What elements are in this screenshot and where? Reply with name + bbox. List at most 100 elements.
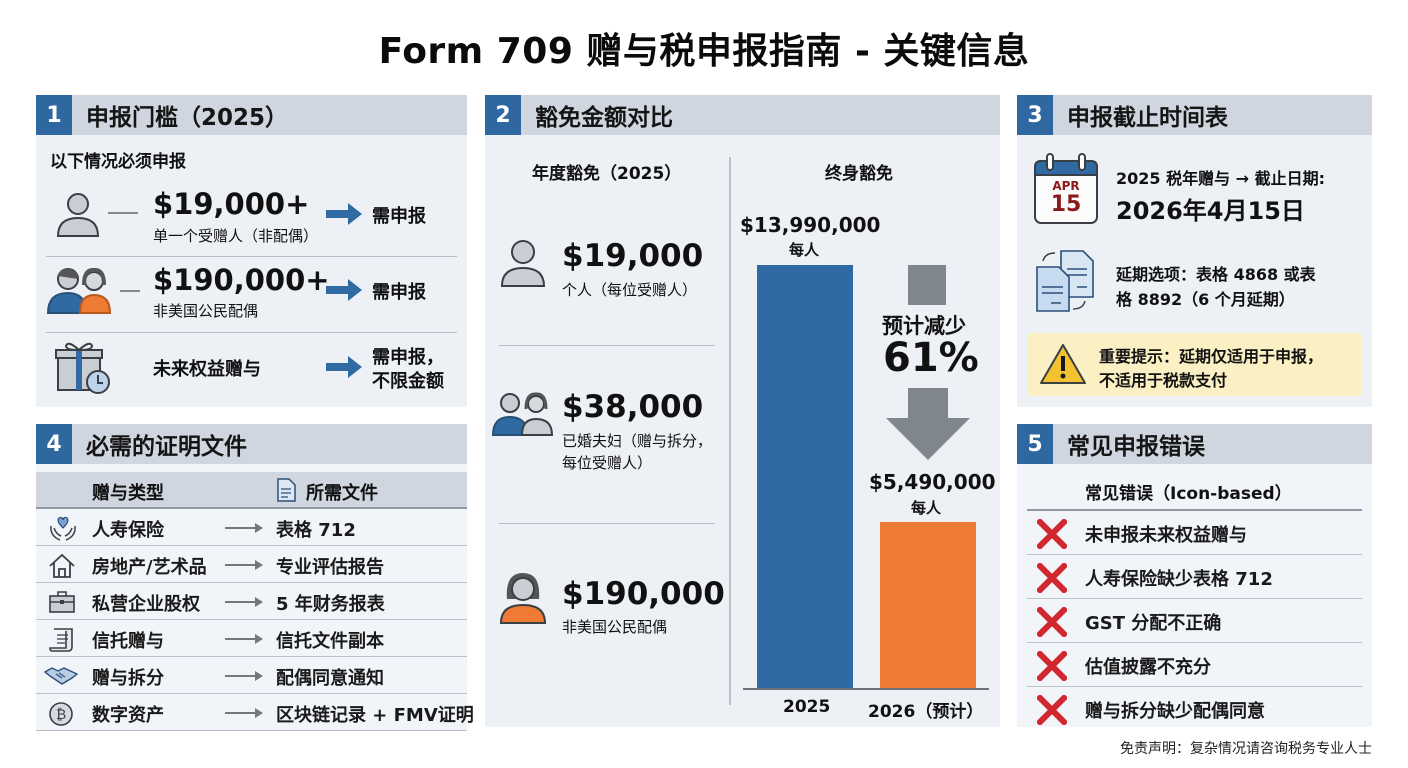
section-number: 5 [1017,424,1053,464]
result-label: 需申报 [372,282,426,303]
red-x-icon [1037,563,1067,593]
gift-clock-icon [54,340,114,396]
divider [46,332,457,333]
reduction-percent: 61% [883,335,979,381]
panel-filing-deadline: 3 申报截止时间表 APR 15 2025 税年赠与 → 截止日期: 2026年… [1017,95,1372,407]
couple-icon [492,391,554,437]
arrow-icon [108,212,138,214]
arrow-icon [225,708,263,718]
blue-arrow-icon [326,356,362,378]
panel-filing-threshold: 1 申报门槛（2025） 以下情况必须申报 $19,000+ 单一个受赠人（非配… [36,95,467,407]
section-number: 4 [36,424,72,464]
result-label: 不限金额 [372,371,444,392]
annual-amount: $38,000 [562,389,704,425]
panel-header: 4 必需的证明文件 [36,424,467,464]
panel-header: 5 常见申报错误 [1017,424,1372,464]
error-item: 赠与拆分缺少配偶同意 [1027,687,1362,731]
blue-arrow-icon [326,203,362,225]
error-item: GST 分配不正确 [1027,599,1362,643]
bar-label-2025: $13,990,000 [740,213,881,237]
result-label: 需申报， [372,347,444,368]
table-row: 信托赠与 信托文件副本 [36,621,467,657]
arrow-icon [225,634,263,644]
down-arrow-icon [886,388,970,460]
required-doc: 信托文件副本 [276,631,384,652]
section-number: 3 [1017,95,1053,135]
table-header: 赠与类型 所需文件 [36,472,467,509]
warning-text: 重要提示：延期仅适用于申报， [1099,347,1324,366]
error-text: 赠与拆分缺少配偶同意 [1085,701,1265,722]
bar-2026 [880,522,976,688]
table-row: ₿ 数字资产 区块链记录 + FMV证明 [36,695,474,731]
heart-hands-icon [48,516,76,541]
calendar-day: 15 [1050,192,1082,217]
divider [499,523,715,524]
required-doc: 区块链记录 + FMV证明 [276,705,474,726]
warning-icon [1039,343,1087,385]
bar-sublabel-2025: 每人 [789,241,820,259]
required-doc: 专业评估报告 [276,557,384,578]
error-item: 估值披露不充分 [1027,643,1362,687]
panel-exemption-comparison: 2 豁免金额对比 年度豁免（2025） 终身豁免 $19,000 个人（每位受赠… [485,95,1000,727]
section-title: 必需的证明文件 [86,434,247,460]
deadline-date: 2026年4月15日 [1116,197,1305,225]
arrow-icon [225,597,263,607]
gift-type: 数字资产 [92,705,164,726]
red-x-icon [1037,519,1067,549]
woman-icon [499,569,547,625]
panel-header: 1 申报门槛（2025） [36,95,467,135]
extension-forms-icon [1033,247,1099,313]
required-doc: 表格 712 [276,520,356,541]
threshold-desc: 非美国公民配偶 [153,302,259,320]
required-doc: 配偶同意通知 [276,668,384,689]
section-number: 2 [485,95,521,135]
error-item: 人寿保险缺少表格 712 [1027,555,1362,599]
annual-exemption-title: 年度豁免（2025） [532,164,682,184]
red-x-icon [1037,651,1067,681]
table-row: 赠与拆分 配偶同意通知 [36,658,467,694]
disclaimer: 免责声明：复杂情况请咨询税务专业人士 [1120,741,1372,757]
section-title: 豁免金额对比 [535,105,673,131]
warning-box: 重要提示：延期仅适用于申报， 不适用于税款支付 [1027,333,1362,396]
subtitle: 以下情况必须申报 [50,152,186,172]
error-text: GST 分配不正确 [1085,613,1222,634]
error-text: 估值披露不充分 [1085,657,1211,678]
person-icon [499,238,547,290]
gift-type: 房地产/艺术品 [92,557,207,578]
arrow-icon [225,523,263,533]
section-title: 申报门槛（2025） [86,105,289,131]
red-x-icon [1037,695,1067,725]
column-header-required-docs: 所需文件 [306,483,378,504]
annual-desc: 个人（每位受赠人） [562,281,698,299]
extension-info: 格 8892（6 个月延期） [1116,290,1295,309]
section-title: 申报截止时间表 [1067,105,1228,131]
gift-type: 信托赠与 [92,631,164,652]
bar-sublabel-2026: 每人 [911,499,942,517]
warning-text: 不适用于税款支付 [1099,371,1228,390]
divider [499,345,715,346]
errors-subtitle: 常见错误（Icon-based） [1085,484,1292,504]
house-icon [48,553,76,578]
red-x-icon [1037,607,1067,637]
panel-required-documents: 4 必需的证明文件 赠与类型 所需文件 人寿保险 表格 712 房地产/艺术品 … [36,424,474,731]
reduction-label: 预计减少 [882,314,966,338]
annual-desc: 非美国公民配偶 [562,618,668,636]
arrow-icon [225,671,263,681]
lifetime-exemption-title: 终身豁免 [825,164,893,184]
blue-arrow-icon [326,279,362,301]
calendar-icon: APR 15 [1033,153,1099,225]
panel-header: 2 豁免金额对比 [485,95,1000,135]
threshold-amount: $19,000+ [153,187,310,221]
document-icon [276,478,296,502]
result-label: 需申报 [372,206,426,227]
x-tick-2026: 2026（预计） [868,702,984,722]
section-number: 1 [36,95,72,135]
panel-header: 3 申报截止时间表 [1017,95,1372,135]
extension-info: 延期选项：表格 4868 或表 [1116,265,1316,284]
couple-icon [46,265,116,315]
table-row: 私营企业股权 5 年财务报表 [36,584,467,620]
arrow-icon [225,560,263,570]
handshake-icon [44,664,78,688]
briefcase-icon [48,590,76,614]
calendar-month: APR [1052,179,1080,193]
